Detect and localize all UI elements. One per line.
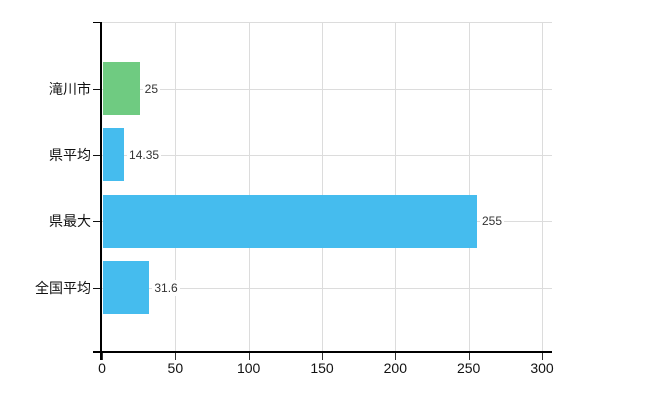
y-axis-tick bbox=[93, 221, 102, 223]
y-axis-tick bbox=[93, 154, 102, 156]
x-axis-tick bbox=[322, 353, 323, 360]
y-axis-tick bbox=[93, 88, 102, 90]
x-axis-tick bbox=[395, 353, 397, 360]
y-gridline bbox=[102, 88, 552, 90]
x-gridline bbox=[542, 22, 543, 353]
y-axis-category-label: 全国平均 bbox=[35, 279, 91, 296]
x-axis-tick-label: 250 bbox=[456, 360, 481, 376]
bar-value-label: 31.6 bbox=[152, 279, 180, 296]
x-axis-tick-label: 100 bbox=[236, 360, 261, 376]
bar bbox=[103, 62, 140, 115]
x-axis-tick bbox=[248, 353, 250, 360]
x-gridline bbox=[175, 22, 177, 353]
x-gridline bbox=[395, 22, 397, 353]
y-axis-category-label: 県平均 bbox=[49, 146, 91, 163]
bar-value-label: 14.35 bbox=[127, 146, 162, 163]
x-axis-tick-label: 200 bbox=[383, 360, 407, 376]
x-axis-tick bbox=[102, 353, 103, 360]
x-gridline bbox=[468, 22, 470, 353]
plot-top-border bbox=[102, 22, 552, 23]
y-axis-category-label: 県最大 bbox=[49, 213, 91, 230]
bar bbox=[103, 261, 150, 315]
x-axis-tick-label: 150 bbox=[310, 360, 334, 376]
y-axis-category-label: 滝川市 bbox=[49, 80, 91, 97]
x-axis-tick bbox=[175, 353, 177, 360]
bar-value-label: 255 bbox=[480, 213, 505, 230]
y-gridline bbox=[102, 154, 552, 156]
bar bbox=[103, 194, 477, 248]
x-gridline bbox=[322, 22, 323, 353]
x-axis-tick-label: 300 bbox=[530, 360, 554, 376]
bar bbox=[103, 128, 125, 182]
x-axis-line bbox=[93, 351, 552, 353]
x-axis-tick-label: 0 bbox=[98, 360, 106, 376]
y-gridline bbox=[102, 287, 552, 289]
x-axis-tick bbox=[542, 353, 543, 360]
y-axis-top-tick bbox=[93, 22, 102, 23]
x-axis-tick-label: 50 bbox=[167, 360, 184, 376]
y-axis-tick bbox=[93, 287, 102, 289]
bar-value-label: 25 bbox=[142, 80, 161, 97]
x-gridline bbox=[248, 22, 250, 353]
x-axis-tick bbox=[468, 353, 470, 360]
y-axis-line bbox=[100, 22, 102, 360]
